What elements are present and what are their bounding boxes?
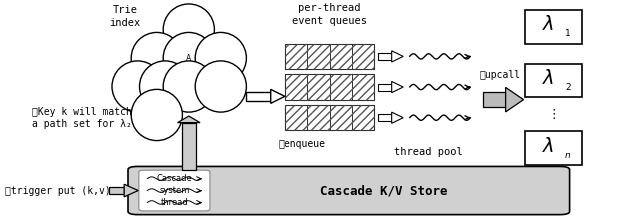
Bar	[378, 114, 392, 121]
Text: ①trigger put (k,v): ①trigger put (k,v)	[5, 185, 111, 196]
Text: $\lambda$: $\lambda$	[541, 15, 554, 34]
Text: 2: 2	[565, 83, 571, 92]
Ellipse shape	[195, 32, 246, 84]
Bar	[285, 105, 374, 130]
Text: 1: 1	[565, 29, 571, 38]
Text: per-thread
event queues: per-thread event queues	[292, 3, 367, 26]
Bar	[285, 44, 374, 69]
Bar	[483, 92, 506, 107]
Polygon shape	[506, 87, 524, 112]
Text: ④enqueue: ④enqueue	[278, 139, 325, 149]
Text: Cascade K/V Store: Cascade K/V Store	[320, 184, 448, 197]
Bar	[285, 74, 374, 100]
Ellipse shape	[163, 32, 214, 84]
Ellipse shape	[112, 61, 163, 112]
Polygon shape	[271, 89, 285, 103]
Bar	[525, 131, 582, 165]
Bar	[109, 187, 124, 194]
Text: Cascade
system
thread: Cascade system thread	[157, 174, 192, 207]
Bar	[246, 92, 271, 101]
Text: Trie
index: Trie index	[109, 5, 140, 28]
Ellipse shape	[163, 4, 214, 55]
Polygon shape	[177, 116, 200, 123]
Text: ⑤upcall: ⑤upcall	[480, 70, 521, 80]
Bar	[182, 123, 196, 170]
Text: ⋮: ⋮	[547, 108, 560, 121]
Text: ③Key k will match
a path set for λ₂: ③Key k will match a path set for λ₂	[32, 107, 132, 129]
Bar	[285, 74, 374, 100]
Ellipse shape	[163, 61, 214, 112]
Text: $\lambda$: $\lambda$	[541, 137, 554, 156]
Polygon shape	[392, 51, 403, 62]
Polygon shape	[124, 184, 138, 197]
Ellipse shape	[131, 89, 182, 141]
Bar	[378, 83, 392, 91]
Bar	[285, 44, 374, 69]
Bar	[378, 53, 392, 60]
Text: n: n	[565, 151, 571, 160]
Ellipse shape	[140, 61, 191, 112]
Bar	[525, 64, 582, 97]
Ellipse shape	[131, 32, 182, 84]
Bar	[525, 10, 582, 44]
Polygon shape	[392, 81, 403, 93]
Polygon shape	[392, 112, 403, 123]
Text: thread pool: thread pool	[394, 147, 463, 157]
Bar	[285, 105, 374, 130]
Text: A: A	[186, 53, 191, 63]
FancyBboxPatch shape	[139, 170, 210, 211]
FancyBboxPatch shape	[128, 166, 570, 215]
Ellipse shape	[195, 61, 246, 112]
Text: $\lambda$: $\lambda$	[541, 69, 554, 88]
